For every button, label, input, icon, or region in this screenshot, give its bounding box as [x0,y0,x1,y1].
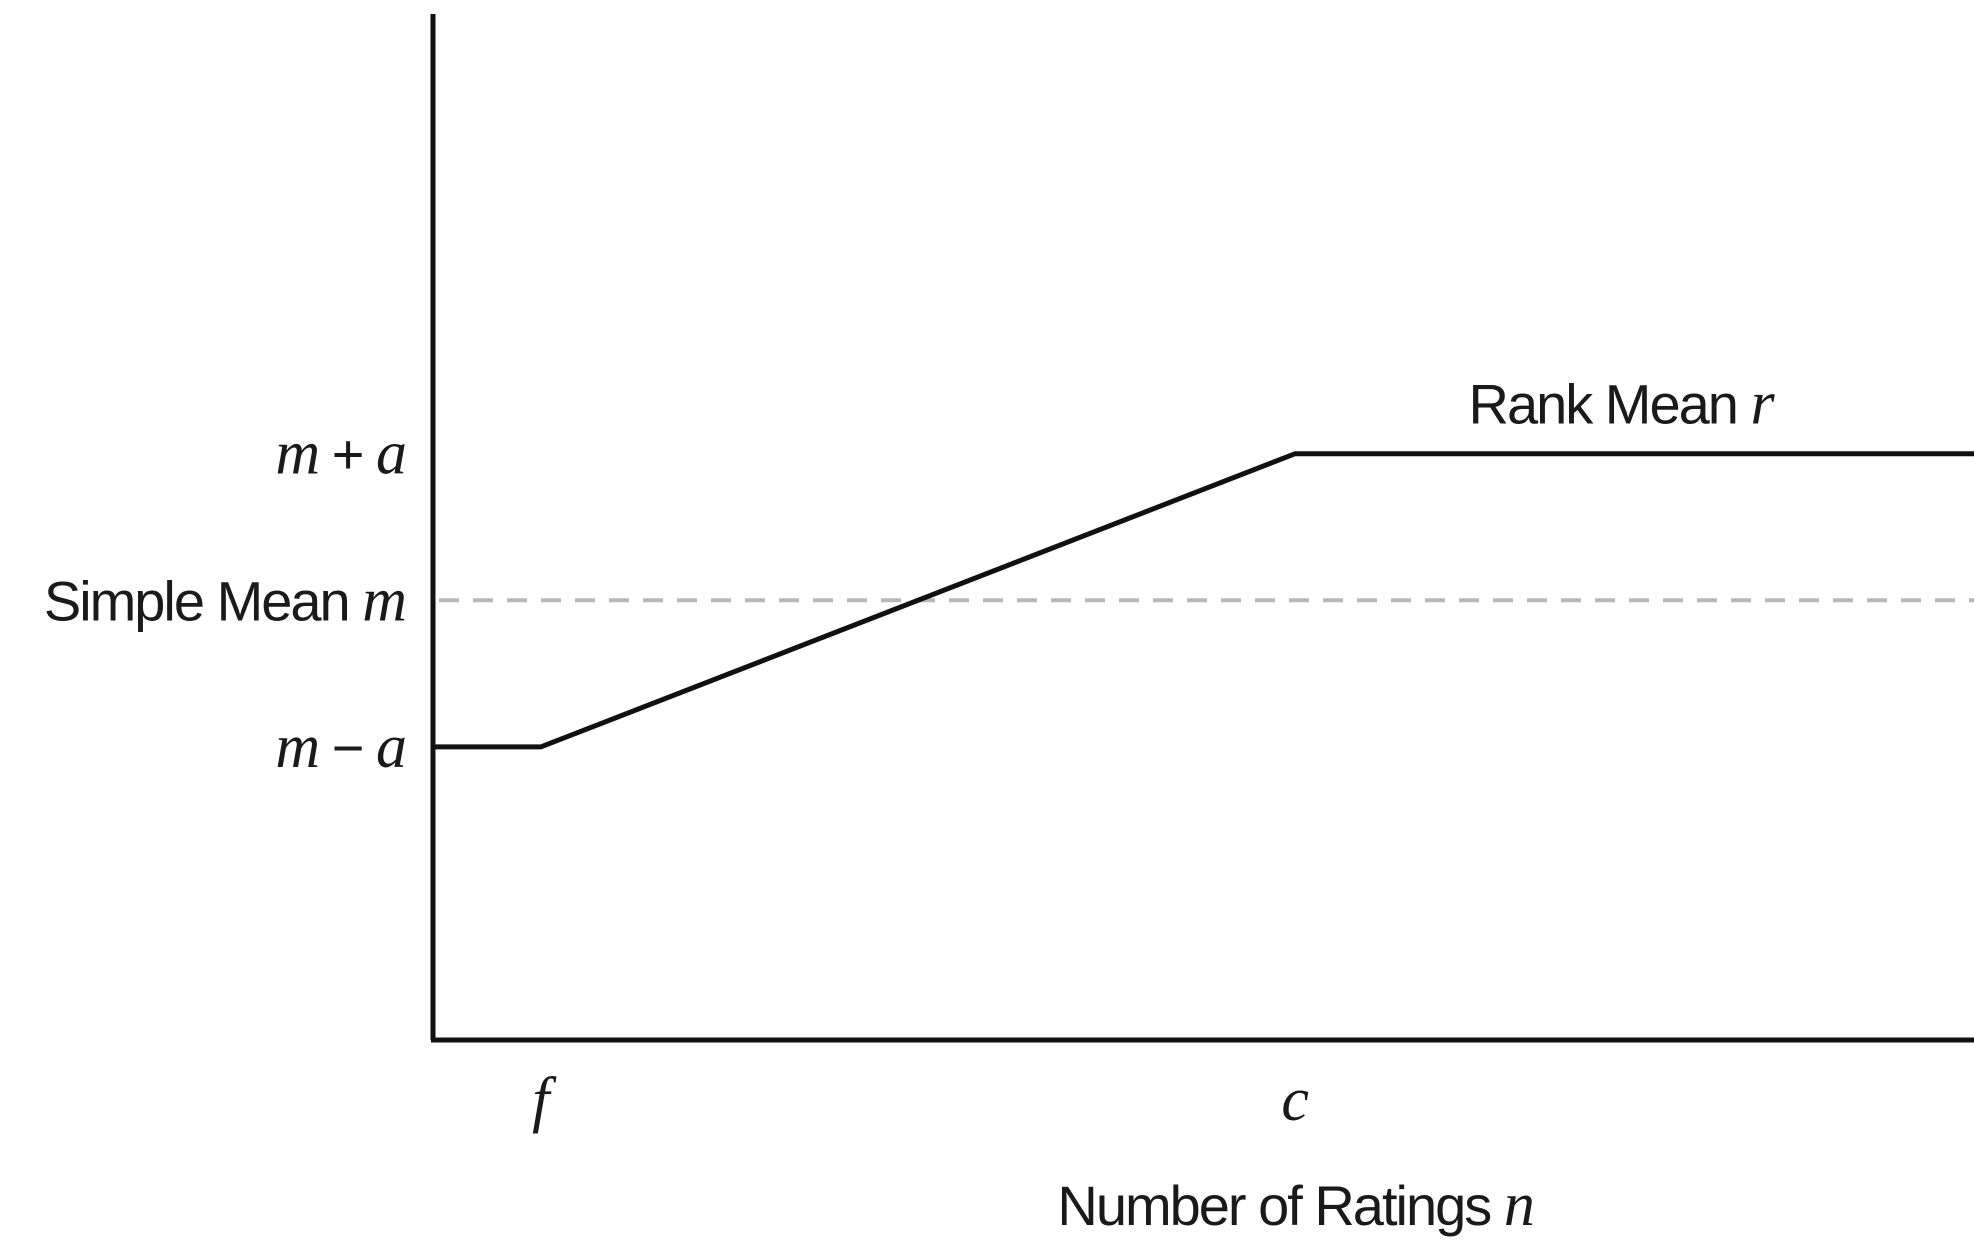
y-tick-label: m − a [275,713,405,781]
series-label-text: Rank Mean [1469,373,1751,436]
x-axis-title: Number of Ratings n [1057,1171,1532,1239]
x-tick-label: c [1281,1066,1309,1134]
rank-mean-series-line [433,451,1974,750]
y-tick-label: m + a [275,420,405,488]
y-tick-label: Simple Mean m [44,566,405,634]
y-tick-var: m [275,713,318,781]
x-axis-title-var: n [1504,1171,1533,1239]
y-tick-var: m [275,420,318,488]
y-tick-text: − [318,716,376,779]
y-tick-text: + [318,423,376,486]
series-label-rank-mean: Rank Mean r [1469,370,1776,438]
series-label-var: r [1750,370,1775,438]
y-tick-var: a [376,713,405,781]
y-tick-var: m [362,566,405,634]
x-axis-title-text: Number of Ratings [1057,1174,1503,1237]
y-tick-text: Simple Mean [44,569,362,632]
plot-area [430,14,1974,1043]
x-tick-label: f [532,1066,557,1134]
y-tick-var: a [376,420,405,488]
